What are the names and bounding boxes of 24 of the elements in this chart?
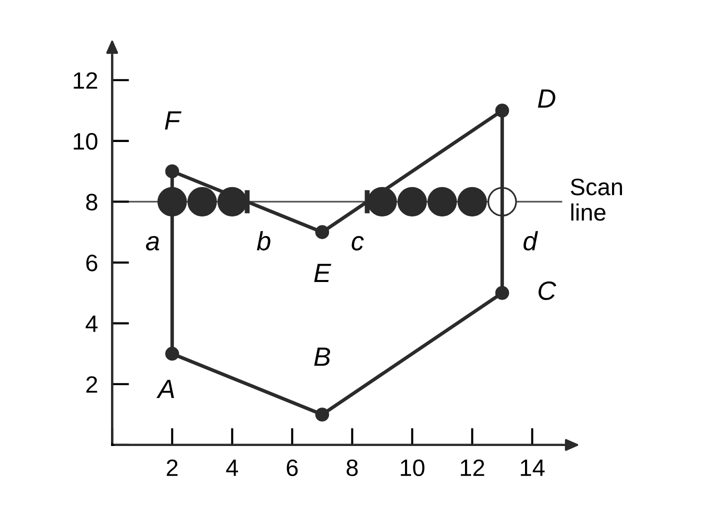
y-tick-label: 4 xyxy=(86,316,98,332)
y-tick-label: 2 xyxy=(86,376,98,393)
annotation: d xyxy=(524,231,538,250)
x-tick-label: 14 xyxy=(520,460,545,476)
ref-line-label: Scan line xyxy=(570,178,622,221)
annotation: E xyxy=(314,264,332,282)
annotation: F xyxy=(164,111,182,130)
annotation: b xyxy=(256,231,270,250)
y-tick-label: 10 xyxy=(74,132,98,150)
x-tick-label: 4 xyxy=(226,460,238,476)
annotation: B xyxy=(314,348,330,366)
annotation: a xyxy=(146,236,160,250)
annotation: D xyxy=(538,89,556,108)
x-tick-label: 2 xyxy=(166,459,178,476)
y-tick-label: 6 xyxy=(86,254,98,272)
annotation: c xyxy=(352,236,364,250)
x-tick-label: 12 xyxy=(460,459,484,476)
annotation: C xyxy=(538,281,556,300)
x-tick-label: 10 xyxy=(400,459,424,476)
y-tick-label: 8 xyxy=(86,194,98,211)
x-tick-label: 6 xyxy=(286,459,298,476)
y-tick-label: 12 xyxy=(74,72,98,89)
annotation: A xyxy=(156,380,174,398)
x-tick-label: 8 xyxy=(346,459,358,476)
